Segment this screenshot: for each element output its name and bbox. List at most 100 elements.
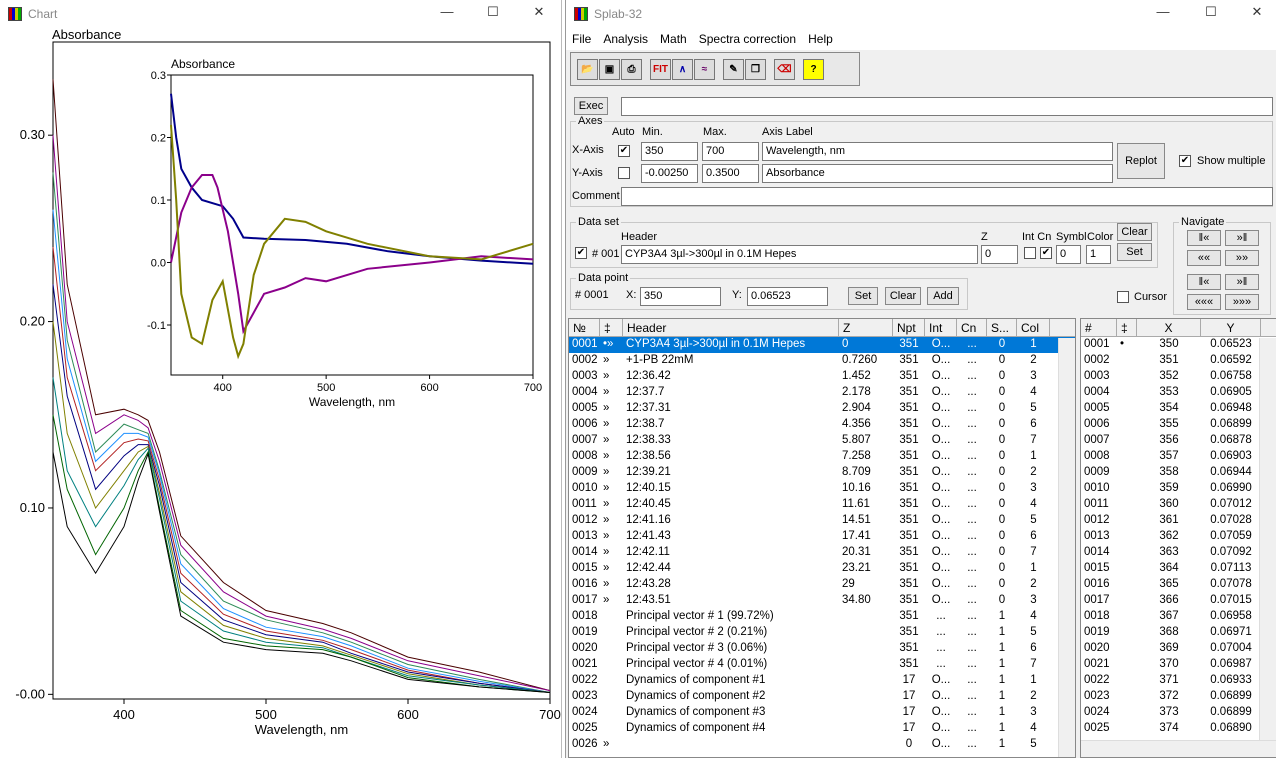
dataset-list-scrollbar[interactable] — [1058, 338, 1075, 757]
x-max-input[interactable]: 700 — [702, 142, 759, 161]
table-row[interactable]: 0001 •» CYP3A4 3µl->300µl in 0.1M Hepes 0 35… — [569, 337, 1075, 353]
list-item[interactable]: 0003 352 0.06758 — [1081, 369, 1276, 385]
table-row[interactable]: 0025 Dynamics of component #4 17 O...... 1 4 — [569, 721, 1075, 737]
list-item[interactable]: 0015 364 0.07113 — [1081, 561, 1276, 577]
menu-analysis[interactable]: Analysis — [603, 32, 649, 46]
menu-spectra-correction[interactable]: Spectra correction — [698, 32, 797, 46]
point-clear-button[interactable]: Clear — [885, 287, 921, 305]
table-row[interactable]: 0010 » 12:40.15 10.16 351 O...... 0 3 — [569, 481, 1075, 497]
list-item[interactable]: 0024 373 0.06899 — [1081, 705, 1276, 721]
exec-input[interactable] — [621, 97, 1273, 116]
maximize-icon[interactable]: ☐ — [1205, 4, 1217, 19]
point-set-button[interactable]: Set — [848, 287, 878, 305]
table-row[interactable]: 0007 » 12:38.33 5.807 351 O...... 0 7 — [569, 433, 1075, 449]
table-row[interactable]: 0018 Principal vector # 1 (99.72%) 351....… — [569, 609, 1075, 625]
table-row[interactable]: 0014 » 12:42.11 20.31 351 O...... 0 7 — [569, 545, 1075, 561]
y-auto-checkbox[interactable] — [618, 167, 630, 179]
list-item[interactable]: 0001 • 350 0.06523 — [1081, 337, 1276, 353]
list-item[interactable]: 0009 358 0.06944 — [1081, 465, 1276, 481]
table-row[interactable]: 0012 » 12:41.16 14.51 351 O...... 0 5 — [569, 513, 1075, 529]
col-z[interactable]: Z — [839, 319, 893, 336]
table-row[interactable]: 0017 » 12:43.51 34.80 351 O...... 0 3 — [569, 593, 1075, 609]
table-row[interactable]: 0022 Dynamics of component #1 17 O...... 1 1 — [569, 673, 1075, 689]
table-row[interactable]: 0003 » 12:36.42 1.452 351 O...... 0 3 — [569, 369, 1075, 385]
list-item[interactable]: 0012 361 0.07028 — [1081, 513, 1276, 529]
points-list[interactable]: # ‡ X Y 0001 • 350 0.06523 0002 351 0.06592 000… — [1080, 318, 1276, 758]
list-item[interactable]: 0008 357 0.06903 — [1081, 449, 1276, 465]
table-row[interactable]: 0019 Principal vector # 2 (0.21%) 351.....… — [569, 625, 1075, 641]
x-min-input[interactable]: 350 — [641, 142, 698, 161]
table-row[interactable]: 0002 » +1-PB 22mM 0.7260 351 O...... 0 2 — [569, 353, 1075, 369]
table-row[interactable]: 0009 » 12:39.21 8.709 351 O...... 0 2 — [569, 465, 1075, 481]
col-point-y[interactable]: Y — [1201, 319, 1261, 336]
table-row[interactable]: 0026 » 0 O...... 1 5 — [569, 737, 1075, 753]
y-axis-label-input[interactable]: Absorbance — [762, 164, 1113, 183]
table-row[interactable]: 0021 Principal vector # 4 (0.01%) 351.....… — [569, 657, 1075, 673]
copy-icon[interactable]: ❐ — [745, 58, 766, 80]
next-set-button[interactable]: »» — [1225, 250, 1259, 266]
maximize-icon[interactable]: ☐ — [487, 4, 499, 19]
col-int[interactable]: Int — [925, 319, 957, 336]
menu-file[interactable]: File — [572, 32, 592, 46]
fit-icon[interactable]: FIT — [650, 58, 671, 80]
prev-point-button[interactable]: ««« — [1187, 294, 1221, 310]
table-row[interactable]: 0016 » 12:43.28 29 351 O...... 0 2 — [569, 577, 1075, 593]
dataset-header-input[interactable]: CYP3A4 3µl->300µl in 0.1M Hepes — [621, 245, 978, 264]
open-icon[interactable]: 📂 — [577, 58, 598, 80]
list-item[interactable]: 0013 362 0.07059 — [1081, 529, 1276, 545]
print-icon[interactable]: ⎙ — [621, 58, 642, 80]
col-cn[interactable]: Cn — [957, 319, 987, 336]
table-row[interactable]: 0008 » 12:38.56 7.258 351 O...... 0 1 — [569, 449, 1075, 465]
y-point-input[interactable]: 0.06523 — [747, 287, 828, 306]
replot-button[interactable]: Replot — [1117, 143, 1165, 179]
spectra-icon[interactable]: ≈ — [694, 58, 715, 80]
table-row[interactable]: 0005 » 12:37.31 2.904 351 O...... 0 5 — [569, 401, 1075, 417]
y-min-input[interactable]: -0.00250 — [641, 164, 698, 183]
list-item[interactable]: 0022 371 0.06933 — [1081, 673, 1276, 689]
list-item[interactable]: 0023 372 0.06899 — [1081, 689, 1276, 705]
symbl-input[interactable]: 0 — [1056, 245, 1081, 264]
col-header[interactable]: Header — [623, 319, 839, 336]
list-item[interactable]: 0002 351 0.06592 — [1081, 353, 1276, 369]
show-multiple-checkbox[interactable]: ✔ — [1179, 155, 1191, 167]
prev-set-button[interactable]: «« — [1187, 250, 1221, 266]
minimize-icon[interactable]: — — [1156, 4, 1170, 19]
col-npt[interactable]: Npt — [893, 319, 925, 336]
table-row[interactable]: 0011 » 12:40.45 11.61 351 O...... 0 4 — [569, 497, 1075, 513]
list-item[interactable]: 0011 360 0.07012 — [1081, 497, 1276, 513]
list-item[interactable]: 0020 369 0.07004 — [1081, 641, 1276, 657]
spectrum-icon[interactable]: ∧ — [672, 58, 693, 80]
dataset-list[interactable]: № ‡ Header Z Npt Int Cn S... Col 0001 •» C… — [568, 318, 1076, 758]
col-mark[interactable]: ‡ — [600, 319, 623, 336]
save-icon[interactable]: ▣ — [599, 58, 620, 80]
help-icon[interactable]: ? — [803, 58, 824, 80]
last-point-button[interactable]: »‖ — [1225, 274, 1259, 290]
points-list-hscrollbar[interactable] — [1081, 740, 1276, 757]
list-item[interactable]: 0004 353 0.06905 — [1081, 385, 1276, 401]
list-item[interactable]: 0007 356 0.06878 — [1081, 433, 1276, 449]
list-item[interactable]: 0005 354 0.06948 — [1081, 401, 1276, 417]
cursor-checkbox[interactable] — [1117, 291, 1129, 303]
table-row[interactable]: 0023 Dynamics of component #2 17 O...... 1 2 — [569, 689, 1075, 705]
x-point-input[interactable]: 350 — [640, 287, 721, 306]
col-s[interactable]: S... — [987, 319, 1017, 336]
comment-input[interactable] — [621, 187, 1273, 206]
list-item[interactable]: 0010 359 0.06990 — [1081, 481, 1276, 497]
table-row[interactable]: 0004 » 12:37.7 2.178 351 O...... 0 4 — [569, 385, 1075, 401]
menu-help[interactable]: Help — [808, 32, 833, 46]
table-row[interactable]: 0024 Dynamics of component #3 17 O...... 1 3 — [569, 705, 1075, 721]
dataset-set-button[interactable]: Set — [1117, 243, 1152, 261]
points-list-scrollbar[interactable] — [1259, 338, 1276, 740]
point-add-button[interactable]: Add — [927, 287, 959, 305]
table-row[interactable]: 0015 » 12:42.44 23.21 351 O...... 0 1 — [569, 561, 1075, 577]
list-item[interactable]: 0016 365 0.07078 — [1081, 577, 1276, 593]
close-icon[interactable]: ✕ — [533, 4, 545, 19]
list-item[interactable]: 0014 363 0.07092 — [1081, 545, 1276, 561]
eraser-icon[interactable]: ⌫ — [774, 58, 795, 80]
x-auto-checkbox[interactable]: ✔ — [618, 145, 630, 157]
table-row[interactable]: 0006 » 12:38.7 4.356 351 O...... 0 6 — [569, 417, 1075, 433]
last-set-button[interactable]: »‖ — [1225, 230, 1259, 246]
col-col[interactable]: Col — [1017, 319, 1050, 336]
minimize-icon[interactable]: — — [440, 4, 454, 19]
x-axis-label-input[interactable]: Wavelength, nm — [762, 142, 1113, 161]
